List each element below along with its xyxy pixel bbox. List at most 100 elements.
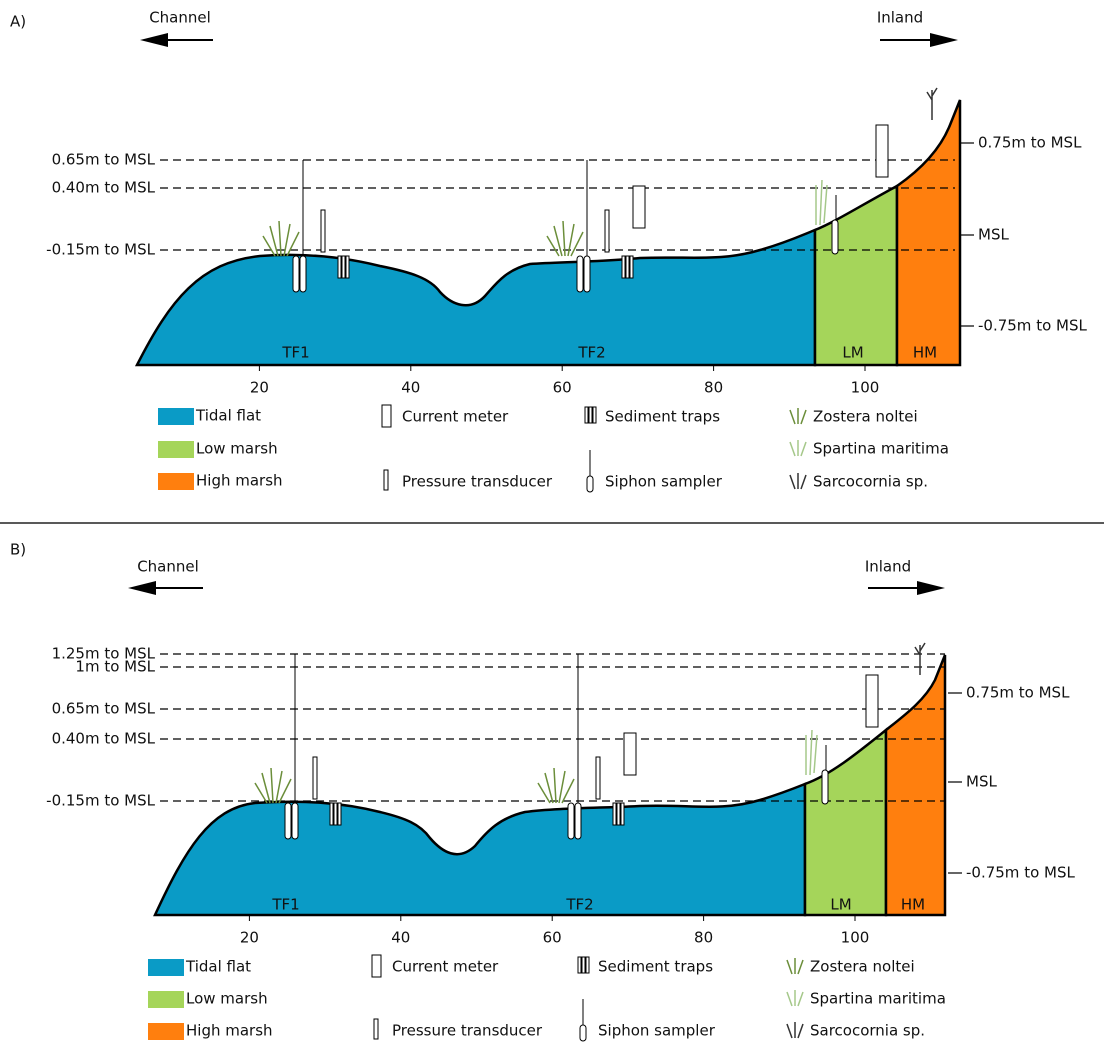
zone-label: HM xyxy=(913,344,937,362)
panel-label: B) xyxy=(10,541,26,559)
x-tick-label: 40 xyxy=(391,929,410,947)
zostera xyxy=(263,221,299,256)
legend-swatch xyxy=(148,1023,184,1040)
sediment-trap xyxy=(338,803,341,825)
legend-label: Pressure transducer xyxy=(402,473,553,491)
zone-label: TF2 xyxy=(577,344,605,362)
level-label: 1m to MSL xyxy=(75,658,155,676)
pressure-transducer xyxy=(605,210,609,252)
pressure-transducer xyxy=(596,757,600,799)
legend-label: Zostera noltei xyxy=(810,958,915,976)
high-marsh xyxy=(897,100,960,365)
siphon-sampler xyxy=(584,256,590,292)
legend-label: Siphon sampler xyxy=(598,1022,716,1040)
x-tick-label: 100 xyxy=(851,379,880,397)
legend-label: Sarcocornia sp. xyxy=(813,473,928,491)
legend-icon xyxy=(582,957,585,973)
level-label: 0.75m to MSL xyxy=(978,134,1082,152)
arrow-head xyxy=(140,33,168,47)
legend-label: Spartina maritima xyxy=(813,440,949,458)
level-label: 0.65m to MSL xyxy=(52,151,156,169)
x-tick-label: 20 xyxy=(250,379,269,397)
legend-label: High marsh xyxy=(186,1022,273,1040)
pressure-transducer xyxy=(313,757,317,799)
sediment-trap xyxy=(621,803,624,825)
zone-label: LM xyxy=(830,896,851,914)
legend-swatch xyxy=(158,473,194,490)
legend-label: Siphon sampler xyxy=(605,473,723,491)
legend-icon xyxy=(585,407,588,423)
low-marsh xyxy=(815,186,897,365)
legend-label: Zostera noltei xyxy=(813,408,918,426)
level-label: 0.75m to MSL xyxy=(966,684,1070,702)
legend-swatch xyxy=(148,991,184,1008)
legend-label: Sediment traps xyxy=(605,408,720,426)
zone-label: TF2 xyxy=(565,896,593,914)
legend-swatch xyxy=(158,408,194,425)
level-label: MSL xyxy=(966,773,997,791)
level-label: -0.15m to MSL xyxy=(46,792,155,810)
legend-label: Low marsh xyxy=(196,440,278,458)
tidal-flat xyxy=(155,784,805,915)
zone-label: LM xyxy=(842,344,863,362)
siphon-sampler xyxy=(577,256,583,292)
sediment-trap xyxy=(622,256,625,278)
legend-label: Tidal flat xyxy=(195,407,261,425)
siphon-sampler xyxy=(575,803,581,839)
arrow-head xyxy=(128,581,156,595)
high-marsh xyxy=(886,655,945,915)
level-label: -0.75m to MSL xyxy=(978,317,1087,335)
x-tick-label: 80 xyxy=(704,379,723,397)
level-label: 0.40m to MSL xyxy=(52,730,156,748)
sediment-trap xyxy=(338,256,341,278)
pressure-transducer xyxy=(321,210,325,252)
zone-label: HM xyxy=(901,896,925,914)
legend-label: Spartina maritima xyxy=(810,990,946,1008)
direction-label: Channel xyxy=(137,558,199,576)
level-label: -0.75m to MSL xyxy=(966,864,1075,882)
zone-label: TF1 xyxy=(271,896,299,914)
spartina xyxy=(806,730,817,775)
legend-swatch xyxy=(158,441,194,458)
sarcocornia xyxy=(927,88,937,120)
sediment-trap xyxy=(334,803,337,825)
legend-icon xyxy=(580,1025,586,1041)
sarcocornia xyxy=(915,643,925,675)
legend-icon xyxy=(790,408,806,424)
arrow-head xyxy=(917,581,945,595)
siphon-sampler xyxy=(300,256,306,292)
x-tick-label: 100 xyxy=(841,929,870,947)
legend-icon xyxy=(589,407,592,423)
legend-label: Pressure transducer xyxy=(392,1022,543,1040)
sediment-trap xyxy=(630,256,633,278)
legend-icon xyxy=(578,957,581,973)
legend-icon xyxy=(787,1022,803,1038)
panel-label: A) xyxy=(10,13,26,31)
sediment-trap xyxy=(342,256,345,278)
figure: A) Channel Inland 0.65m to MSL 0.40m to MSL -… xyxy=(0,0,1104,1043)
siphon-sampler xyxy=(285,803,291,839)
spartina xyxy=(816,180,827,225)
legend-label: High marsh xyxy=(196,472,283,490)
legend-icon xyxy=(374,1019,378,1039)
siphon-sampler xyxy=(832,220,838,254)
level-label: -0.15m to MSL xyxy=(46,241,155,259)
zone-label: TF1 xyxy=(281,344,309,362)
legend-icon xyxy=(384,470,388,490)
x-tick-label: 60 xyxy=(543,929,562,947)
siphon-sampler xyxy=(293,256,299,292)
legend-label: Tidal flat xyxy=(185,958,251,976)
current-meter xyxy=(624,733,636,775)
legend-icon xyxy=(790,473,806,489)
legend-icon xyxy=(587,476,593,492)
legend-label: Sediment traps xyxy=(598,958,713,976)
current-meter xyxy=(866,675,878,727)
zostera xyxy=(538,768,574,803)
x-tick-label: 20 xyxy=(240,929,259,947)
current-meter xyxy=(633,186,645,228)
low-marsh xyxy=(805,730,886,915)
sediment-trap xyxy=(613,803,616,825)
legend-icon xyxy=(382,405,391,427)
current-meter xyxy=(876,125,888,177)
direction-label: Inland xyxy=(865,558,911,576)
